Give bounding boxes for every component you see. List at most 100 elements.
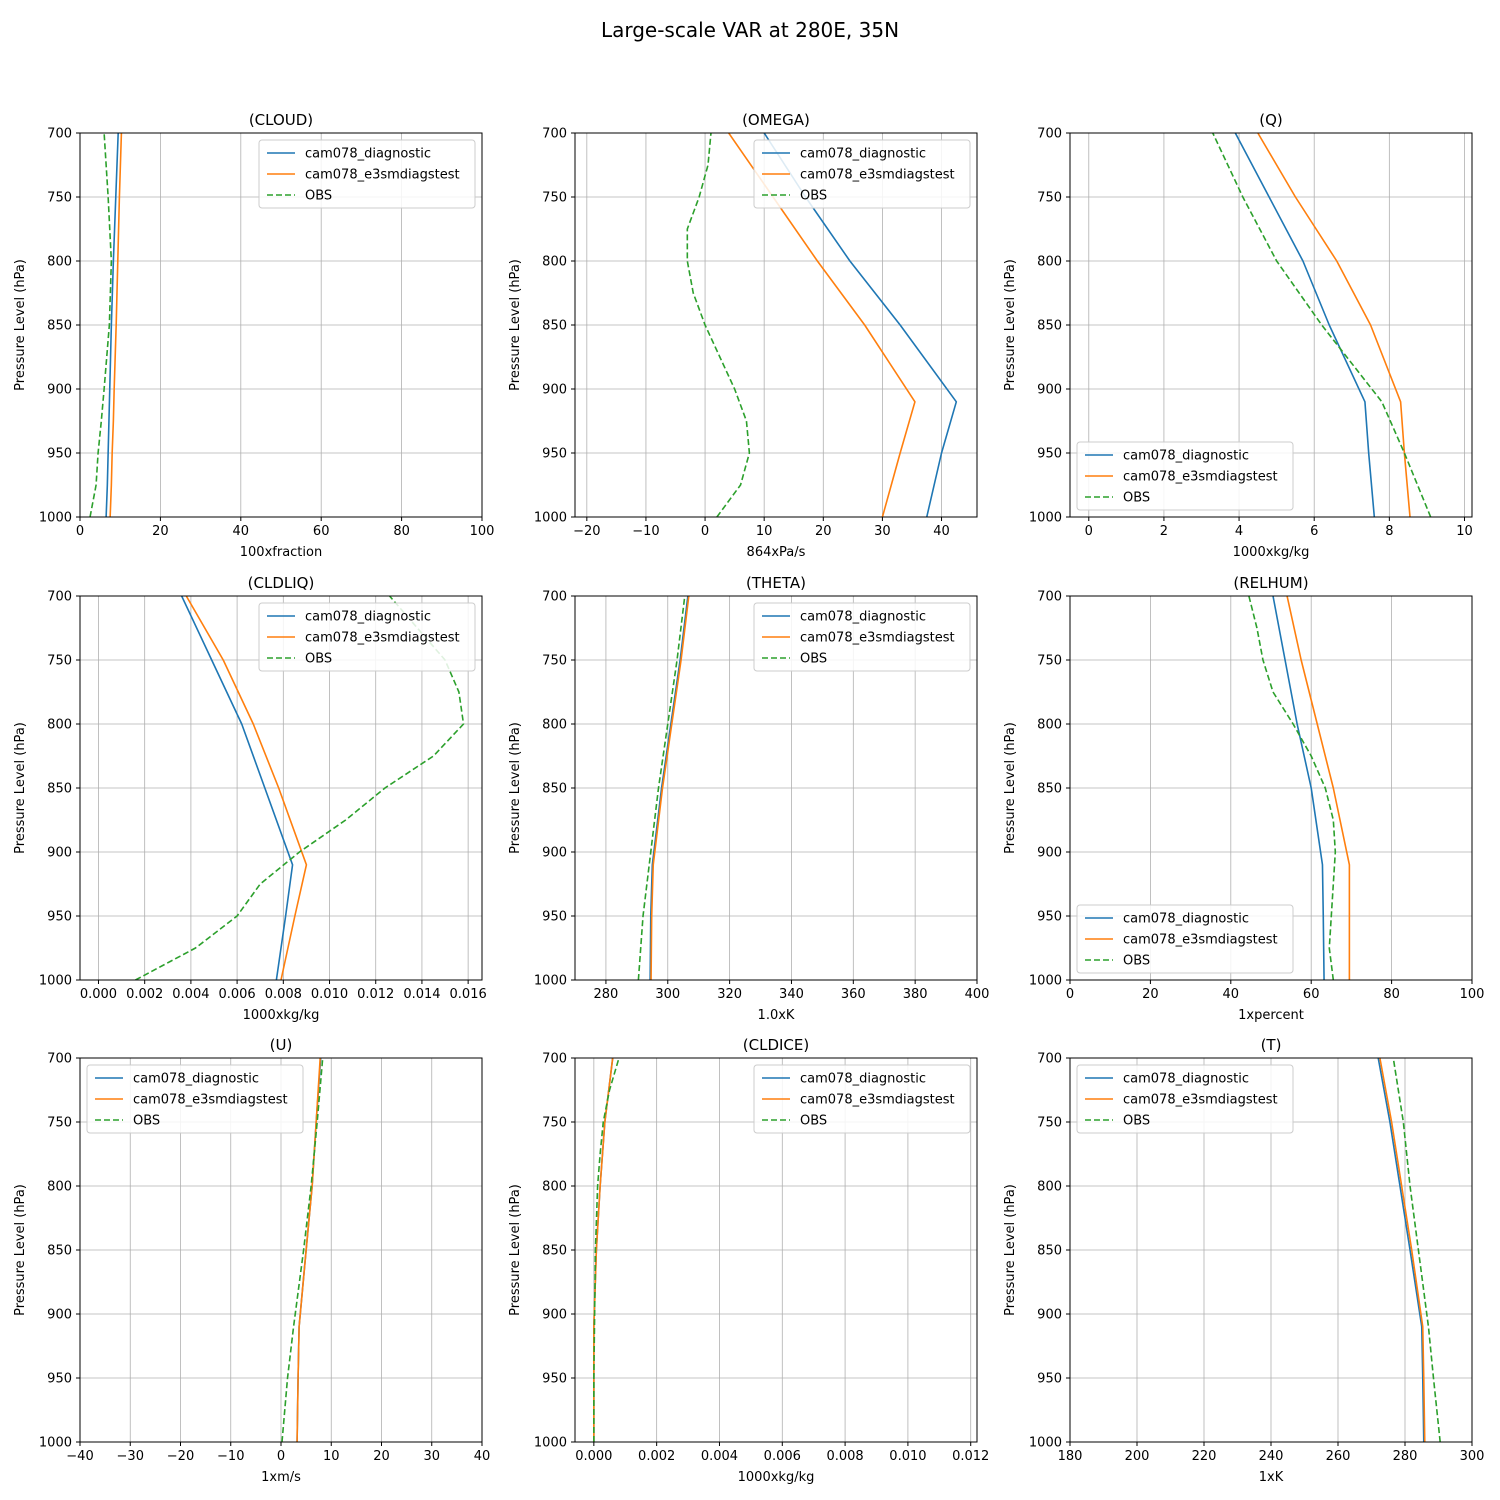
y-tick-label: 800 <box>1037 1180 1062 1195</box>
x-tick-label: 0.012 <box>357 987 394 1002</box>
x-tick-label: 200 <box>1125 1449 1150 1464</box>
legend: cam078_diagnostic cam078_e3smdiagstest OBS <box>1076 904 1294 974</box>
y-tick-label: 850 <box>47 782 72 797</box>
x-tick-label: 4 <box>1235 524 1243 539</box>
x-tick-label: 0.006 <box>764 1449 801 1464</box>
y-axis-label: Pressure Level (hPa) <box>1003 1184 1018 1316</box>
series-line-obs <box>281 1058 324 1442</box>
y-tick-label: 700 <box>47 1052 72 1067</box>
subplot-title: (CLDICE) <box>743 1036 809 1054</box>
y-axis-label: Pressure Level (hPa) <box>508 1184 523 1316</box>
x-tick-label: 400 <box>965 987 990 1002</box>
legend-label: cam078_diagnostic <box>1123 449 1249 464</box>
x-tick-label: 260 <box>1326 1449 1351 1464</box>
y-axis-label: Pressure Level (hPa) <box>1003 259 1018 391</box>
x-tick-label: −30 <box>117 1449 144 1464</box>
y-tick-label: 900 <box>1037 846 1062 861</box>
legend-label: OBS <box>1123 491 1150 506</box>
y-tick-label: 900 <box>542 1308 567 1323</box>
y-tick-label: 850 <box>542 319 567 334</box>
x-tick-label: 320 <box>717 987 742 1002</box>
y-tick-label: 850 <box>47 319 72 334</box>
y-tick-label: 950 <box>1037 1372 1062 1387</box>
x-tick-label: 0 <box>701 524 709 539</box>
x-tick-label: 380 <box>903 987 928 1002</box>
x-tick-label: 0.014 <box>403 987 440 1002</box>
y-tick-label: 900 <box>1037 383 1062 398</box>
y-tick-label: 850 <box>1037 1244 1062 1259</box>
y-tick-label: 1000 <box>534 974 567 989</box>
subplot-title: (CLOUD) <box>249 111 313 129</box>
x-axis-label: 1.0xK <box>758 1008 795 1023</box>
x-axis-label: 1000xkg/kg <box>243 1008 320 1023</box>
x-tick-label: −20 <box>167 1449 194 1464</box>
legend-label: cam078_e3smdiagstest <box>800 1093 955 1108</box>
y-axis-label: Pressure Level (hPa) <box>1003 722 1018 854</box>
y-tick-label: 850 <box>1037 319 1062 334</box>
y-axis-label: Pressure Level (hPa) <box>13 1184 28 1316</box>
y-tick-label: 950 <box>47 910 72 925</box>
x-axis-label: 1000xkg/kg <box>1233 545 1310 560</box>
legend-label: cam078_diagnostic <box>305 610 431 625</box>
y-tick-label: 800 <box>47 718 72 733</box>
legend-label: cam078_e3smdiagstest <box>800 168 955 183</box>
x-tick-label: 0.008 <box>265 987 302 1002</box>
y-tick-label: 900 <box>47 846 72 861</box>
y-tick-label: 800 <box>542 1180 567 1195</box>
legend-box <box>1076 904 1294 974</box>
x-tick-label: 0.004 <box>172 987 209 1002</box>
y-tick-label: 850 <box>1037 782 1062 797</box>
y-tick-label: 900 <box>1037 1308 1062 1323</box>
series-line-obs <box>593 1058 620 1442</box>
subplot-title: (Q) <box>1259 111 1283 129</box>
x-tick-label: 20 <box>152 524 169 539</box>
x-tick-label: 180 <box>1058 1449 1083 1464</box>
y-tick-label: 800 <box>1037 255 1062 270</box>
legend-label: cam078_e3smdiagstest <box>1123 470 1278 485</box>
legend-box <box>753 1064 971 1134</box>
x-tick-label: 20 <box>815 524 832 539</box>
legend-label: cam078_diagnostic <box>800 610 926 625</box>
y-tick-label: 1000 <box>534 511 567 526</box>
x-axis-label: 1xpercent <box>1238 1008 1304 1023</box>
x-tick-label: 100 <box>1460 987 1485 1002</box>
y-tick-label: 1000 <box>39 511 72 526</box>
y-tick-label: 900 <box>542 383 567 398</box>
x-tick-label: −40 <box>66 1449 93 1464</box>
series-line-obs <box>686 133 751 517</box>
legend-label: OBS <box>305 189 332 204</box>
x-tick-label: 0.004 <box>701 1449 738 1464</box>
series-line-obs <box>1392 1058 1441 1442</box>
series-line-obs <box>1248 596 1337 980</box>
x-tick-label: 0.008 <box>826 1449 863 1464</box>
series-line-obs <box>637 596 686 980</box>
x-tick-label: 20 <box>373 1449 390 1464</box>
y-tick-label: 750 <box>47 654 72 669</box>
y-tick-label: 700 <box>542 127 567 142</box>
series-line-cam078-e3smdiagstest <box>1379 1058 1426 1442</box>
subplot-theta: 280 300 320 340 360 380 400 700 750 800 850 900 950 1… <box>508 574 989 1023</box>
series-line-cam078-e3smdiagstest <box>650 596 690 980</box>
subplot-title: (OMEGA) <box>742 111 810 129</box>
y-tick-label: 950 <box>1037 447 1062 462</box>
y-tick-label: 800 <box>542 718 567 733</box>
series-line-obs <box>1212 133 1432 517</box>
x-axis-label: 1xK <box>1259 1470 1284 1485</box>
subplot-u: −40 −30 −20 −10 0 10 20 30 40 700 750 800 850 900 950 1… <box>13 1036 490 1485</box>
subplot-t: 180 200 220 240 260 280 300 700 750 800 850 900 950 1… <box>1003 1036 1484 1485</box>
x-tick-label: 220 <box>1192 1449 1217 1464</box>
x-tick-label: 30 <box>423 1449 440 1464</box>
x-tick-label: 0.016 <box>450 987 487 1002</box>
x-tick-label: 240 <box>1259 1449 1284 1464</box>
y-tick-label: 800 <box>47 255 72 270</box>
x-tick-label: 40 <box>474 1449 491 1464</box>
legend-label: OBS <box>800 189 827 204</box>
x-axis-label: 1000xkg/kg <box>738 1470 815 1485</box>
legend-label: cam078_e3smdiagstest <box>1123 1093 1278 1108</box>
x-tick-label: 0.006 <box>218 987 255 1002</box>
x-tick-label: −10 <box>632 524 659 539</box>
subplot-title: (T) <box>1261 1036 1282 1054</box>
legend: cam078_diagnostic cam078_e3smdiagstest OBS <box>258 139 476 209</box>
legend-label: cam078_diagnostic <box>1123 1072 1249 1087</box>
y-tick-label: 750 <box>47 1116 72 1131</box>
